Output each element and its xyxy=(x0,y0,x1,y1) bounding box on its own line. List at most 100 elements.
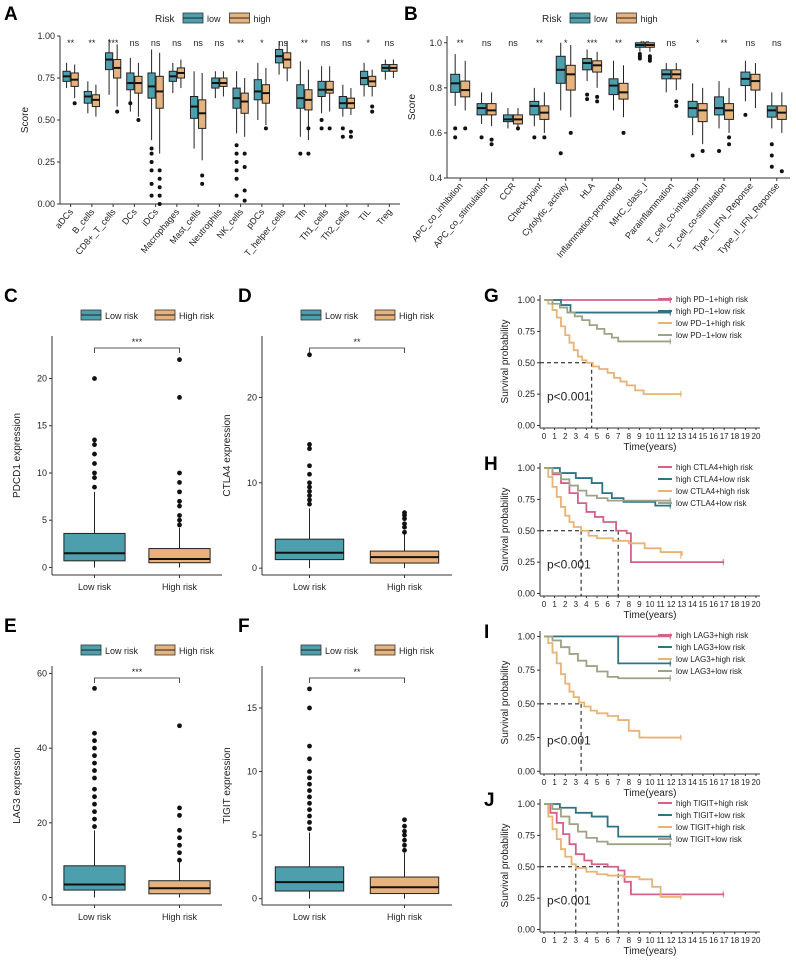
f-y-tick-label: 0 xyxy=(252,894,257,904)
e-y-tick-label: 40 xyxy=(37,743,47,753)
b-low-outlier xyxy=(558,151,563,156)
d-y-axis-title: CTLA4 expression xyxy=(222,414,233,496)
e-outlier xyxy=(177,812,182,818)
a-legend-label: low xyxy=(207,14,221,24)
f-outlier xyxy=(402,817,407,823)
a-high-outlier xyxy=(348,129,353,134)
e-box-0-box xyxy=(63,865,126,891)
g-survival-curve-3 xyxy=(544,299,682,396)
b-low-box xyxy=(714,96,725,116)
c-outlier xyxy=(92,442,97,448)
panel-label-b: B xyxy=(404,4,418,25)
b-legend-label: low xyxy=(594,14,608,24)
a-high-outlier xyxy=(157,168,162,173)
a-high-outlier xyxy=(370,109,375,114)
c-outlier xyxy=(177,498,182,504)
a-high-outlier xyxy=(200,181,205,186)
g-x-tick-label: 17 xyxy=(720,432,729,441)
b-high-outlier xyxy=(489,137,494,142)
h-y-tick-label: 1.00 xyxy=(517,463,535,473)
f-outlier xyxy=(307,705,312,711)
a-low-outlier xyxy=(234,176,239,181)
a-low-outlier xyxy=(340,134,345,139)
panel-label-g: G xyxy=(484,286,499,307)
c-y-tick-label: 0 xyxy=(42,562,47,572)
h-x-axis-title: Time(years) xyxy=(624,610,677,621)
a-high-box xyxy=(325,80,334,94)
f-y-tick-label: 5 xyxy=(252,830,257,840)
f-outlier xyxy=(307,826,312,832)
a-low-outlier xyxy=(234,168,239,173)
a-low-box xyxy=(296,84,305,109)
a-significance: * xyxy=(260,38,264,48)
i-y-tick-label: 0.75 xyxy=(517,665,535,675)
panel-label-e: E xyxy=(4,616,17,637)
a-high-outlier xyxy=(157,193,162,198)
c-outlier xyxy=(92,376,97,381)
h-x-tick-label: 7 xyxy=(616,600,621,609)
f-x-tick-label: Low risk xyxy=(293,912,327,922)
b-low-outlier xyxy=(769,153,774,158)
b-significance: *** xyxy=(587,38,598,48)
e-legend-label: Low risk xyxy=(105,646,139,656)
b-high-outlier xyxy=(621,130,626,135)
b-high-outlier xyxy=(779,169,784,174)
a-low-outlier xyxy=(149,168,154,173)
c-outlier xyxy=(177,513,182,518)
a-x-tick-label: Tfh xyxy=(293,207,309,223)
h-y-tick-label: 0.25 xyxy=(517,557,535,567)
b-high-outlier xyxy=(489,142,494,147)
d-x-tick-label: High risk xyxy=(387,582,423,592)
b-x-tick-label: HLA xyxy=(578,181,597,201)
d-box-0-box xyxy=(274,538,345,561)
j-survival-curve-2 xyxy=(544,803,672,838)
h-y-axis-title: Survival probability xyxy=(500,488,511,572)
h-legend-label: low CTLA4+high risk xyxy=(676,487,751,496)
i-x-tick-label: 7 xyxy=(616,778,621,787)
a-low-outlier xyxy=(234,143,239,148)
d-outlier xyxy=(307,446,312,452)
i-p-value: p<0.001 xyxy=(547,733,591,747)
b-high-box xyxy=(618,82,629,100)
h-x-tick-label: 11 xyxy=(656,600,665,609)
b-low-box xyxy=(476,103,487,116)
i-legend-label: high LAG3+low risk xyxy=(676,643,746,652)
c-significance: *** xyxy=(132,337,143,347)
c-y-tick-label: 20 xyxy=(37,374,47,384)
panel-b: Risk low high0.40.60.81.0Score**APC_co_inh… xyxy=(407,12,790,260)
panel-label-j: J xyxy=(484,790,495,811)
f-y-tick-label: 15 xyxy=(247,703,257,713)
g-x-tick-label: 3 xyxy=(574,432,579,441)
b-low-outlier xyxy=(453,135,458,140)
panel-h: 0.00 0.25 0.50 0.75 1.00 Survival probability… xyxy=(500,463,761,621)
a-low-outlier xyxy=(234,193,239,198)
d-outlier xyxy=(402,524,407,530)
b-significance: ** xyxy=(721,38,729,48)
j-legend-label: high TIGIT+high risk xyxy=(676,799,749,808)
f-y-tick-label: 10 xyxy=(247,767,257,777)
a-low-outlier xyxy=(149,146,154,151)
a-significance: * xyxy=(366,38,370,48)
a-low-outlier xyxy=(128,101,133,106)
f-outlier xyxy=(307,756,312,762)
f-outlier xyxy=(307,800,312,806)
i-x-tick-label: 11 xyxy=(656,778,665,787)
c-legend-label: Low risk xyxy=(105,311,139,321)
a-high-outlier xyxy=(263,126,268,131)
i-x-tick-label: 4 xyxy=(584,778,589,787)
c-x-tick-label: High risk xyxy=(162,582,198,592)
c-outlier xyxy=(177,517,182,523)
a-significance: ** xyxy=(67,38,75,48)
a-high-outlier xyxy=(370,104,375,109)
j-p-value: p<0.001 xyxy=(547,893,591,907)
b-low-outlier xyxy=(532,135,537,140)
i-x-tick-label: 2 xyxy=(563,778,568,787)
g-x-tick-label: 19 xyxy=(741,432,750,441)
g-x-tick-label: 1 xyxy=(552,432,557,441)
e-legend-label: High risk xyxy=(179,646,215,656)
c-outlier xyxy=(92,461,97,466)
j-x-tick-label: 1 xyxy=(552,936,557,945)
i-x-tick-label: 17 xyxy=(720,778,729,787)
b-high-outlier xyxy=(568,130,573,135)
